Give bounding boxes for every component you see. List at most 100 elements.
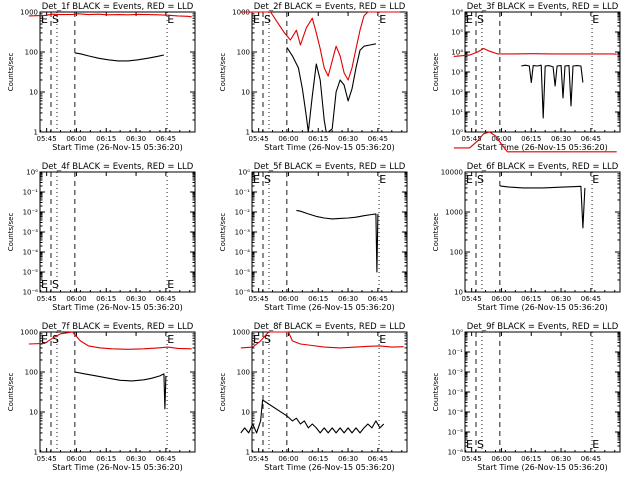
y-tick-label: 10⁰ [26, 169, 38, 177]
start-marker-label: S [52, 13, 59, 26]
y-tick-label: 100 [25, 369, 38, 377]
end-marker-label: E [253, 173, 260, 186]
x-tick-label: 05:45 [37, 135, 57, 143]
x-tick-label: 06:00 [491, 455, 511, 463]
end-marker-label: E [592, 173, 599, 186]
y-tick-label: 10 [454, 289, 463, 297]
chart-title: Det_2f BLACK = Events, RED = LLD [254, 2, 406, 12]
x-tick-label: 06:45 [581, 295, 601, 303]
x-tick-label: 06:45 [581, 135, 601, 143]
y-axis-label: Counts/sec [7, 213, 15, 252]
chart-title: Det_9f BLACK = Events, RED = LLD [467, 322, 619, 332]
end-marker-label: E [466, 173, 473, 186]
chart-panel-8: Det_8f BLACK = Events, RED = LLD 05:45 06:… [219, 322, 408, 472]
chart-panel-6: Det_6f BLACK = Events, RED = LLD 05:45 06:… [432, 131, 621, 312]
y-tick-label: 10¹ [451, 109, 463, 117]
end-marker-label: E [379, 333, 386, 346]
end-marker-label: E [41, 278, 48, 291]
end-marker-label: E [592, 438, 599, 451]
chart-title: Det_6f BLACK = Events, RED = LLD [467, 162, 619, 172]
x-tick-label: 06:30 [126, 455, 146, 463]
y-tick-label: 1 [246, 449, 250, 457]
series-line-lld [453, 131, 617, 153]
x-tick-label: 06:15 [96, 455, 116, 463]
plot-frame [251, 11, 408, 133]
y-tick-label: 10⁵ [451, 29, 463, 37]
chart-title: Det_7f BLACK = Events, RED = LLD [42, 322, 194, 332]
end-marker-label: E [167, 333, 174, 346]
y-tick-label: 10⁻⁶ [448, 449, 464, 457]
chart-panel-2: Det_2f BLACK = Events, RED = LLD 05:45 06:… [219, 2, 408, 152]
end-marker-label: E [379, 173, 386, 186]
y-axis-label: Counts/sec [432, 373, 440, 412]
x-tick-label: 06:30 [126, 295, 146, 303]
x-tick-label: 05:45 [462, 455, 482, 463]
y-tick-label: 1000 [20, 329, 38, 337]
x-tick-label: 06:45 [156, 135, 176, 143]
chart-panel-4: Det_4f BLACK = Events, RED = LLD 05:45 06:… [7, 162, 196, 312]
y-tick-label: 10⁻⁶ [235, 289, 251, 297]
plot-frame [251, 171, 408, 293]
x-tick-label: 06:00 [491, 295, 511, 303]
start-marker-label: S [477, 173, 484, 186]
end-marker-label: E [41, 13, 48, 26]
x-tick-label: 06:30 [551, 455, 571, 463]
chart-title: Det_3f BLACK = Events, RED = LLD [467, 2, 619, 12]
y-tick-label: 10⁻⁵ [448, 429, 464, 437]
x-tick-label: 06:45 [156, 295, 176, 303]
end-marker-label: E [592, 13, 599, 26]
y-tick-label: 10000 [441, 169, 463, 177]
plot-frame [251, 331, 408, 453]
series-line-events [499, 185, 586, 229]
x-tick-label: 05:45 [462, 135, 482, 143]
x-tick-label: 05:45 [462, 295, 482, 303]
chart-panel-9: Det_9f BLACK = Events, RED = LLD 05:45 06:… [432, 322, 621, 472]
x-tick-label: 06:15 [521, 135, 541, 143]
y-tick-label: 10⁻⁵ [235, 269, 251, 277]
start-marker-label: S [264, 173, 271, 186]
x-tick-label: 06:30 [338, 455, 358, 463]
series-line-events [286, 43, 377, 133]
series-line-events [74, 52, 165, 62]
x-tick-label: 06:00 [491, 135, 511, 143]
y-axis-label: Counts/sec [219, 53, 227, 92]
end-marker-label: E [379, 13, 386, 26]
x-tick-label: 06:15 [96, 135, 116, 143]
chart-panel-5: Det_5f BLACK = Events, RED = LLD 05:45 06:… [219, 162, 408, 312]
end-marker-label: E [167, 13, 174, 26]
y-axis-label: Counts/sec [432, 213, 440, 252]
y-tick-label: 10⁻³ [448, 389, 464, 397]
x-tick-label: 06:45 [156, 455, 176, 463]
y-tick-label: 10⁻² [23, 209, 39, 217]
x-tick-label: 06:30 [338, 135, 358, 143]
y-tick-label: 10⁻⁶ [23, 289, 39, 297]
y-tick-label: 10⁻² [448, 369, 464, 377]
start-marker-label: S [264, 333, 271, 346]
end-marker-label: E [41, 333, 48, 346]
y-tick-label: 10⁻¹ [23, 189, 39, 197]
start-marker-label: S [52, 333, 59, 346]
chart-panel-7: Det_7f BLACK = Events, RED = LLD 05:45 06:… [7, 322, 196, 472]
series-line-lld [453, 47, 617, 57]
y-tick-label: 10 [29, 409, 38, 417]
x-tick-label: 05:45 [37, 295, 57, 303]
chart-panel-3: Det_3f BLACK = Events, RED = LLD 05:45 06:… [432, 2, 621, 152]
start-marker-label: S [52, 278, 59, 291]
y-tick-label: 10 [29, 89, 38, 97]
x-tick-label: 05:45 [249, 135, 269, 143]
y-tick-label: 10 [241, 89, 250, 97]
series-line-events [296, 209, 379, 273]
x-tick-label: 05:45 [249, 455, 269, 463]
y-tick-label: 100 [237, 49, 250, 57]
y-tick-label: 10⁰ [451, 329, 463, 337]
series-line-lld [28, 331, 192, 350]
y-tick-label: 10⁻³ [235, 229, 251, 237]
x-tick-label: 06:15 [521, 455, 541, 463]
x-axis-label: Start Time (26-Nov-15 05:36:20) [264, 143, 394, 152]
x-axis-label: Start Time (26-Nov-15 05:36:20) [477, 143, 607, 152]
x-tick-label: 06:45 [368, 135, 388, 143]
y-tick-label: 100 [25, 49, 38, 57]
x-tick-label: 06:15 [308, 135, 328, 143]
x-tick-label: 06:30 [338, 295, 358, 303]
